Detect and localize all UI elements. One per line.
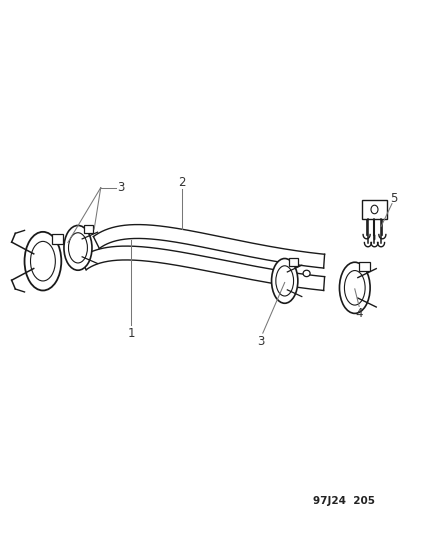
Text: 5: 5 (391, 192, 398, 205)
Text: 2: 2 (178, 176, 186, 189)
FancyBboxPatch shape (359, 262, 370, 271)
Text: 4: 4 (355, 307, 363, 320)
FancyBboxPatch shape (362, 200, 387, 219)
FancyBboxPatch shape (289, 259, 298, 266)
Text: 1: 1 (127, 327, 135, 340)
Ellipse shape (64, 225, 92, 270)
Polygon shape (80, 246, 325, 290)
Text: 3: 3 (257, 335, 264, 348)
Ellipse shape (25, 232, 61, 290)
Ellipse shape (303, 270, 310, 277)
Circle shape (371, 205, 378, 214)
Text: 3: 3 (117, 181, 124, 194)
Ellipse shape (272, 259, 298, 303)
FancyBboxPatch shape (84, 225, 93, 233)
FancyBboxPatch shape (52, 234, 63, 244)
Text: 97J24  205: 97J24 205 (313, 496, 375, 506)
Ellipse shape (339, 262, 370, 313)
Polygon shape (93, 224, 325, 268)
